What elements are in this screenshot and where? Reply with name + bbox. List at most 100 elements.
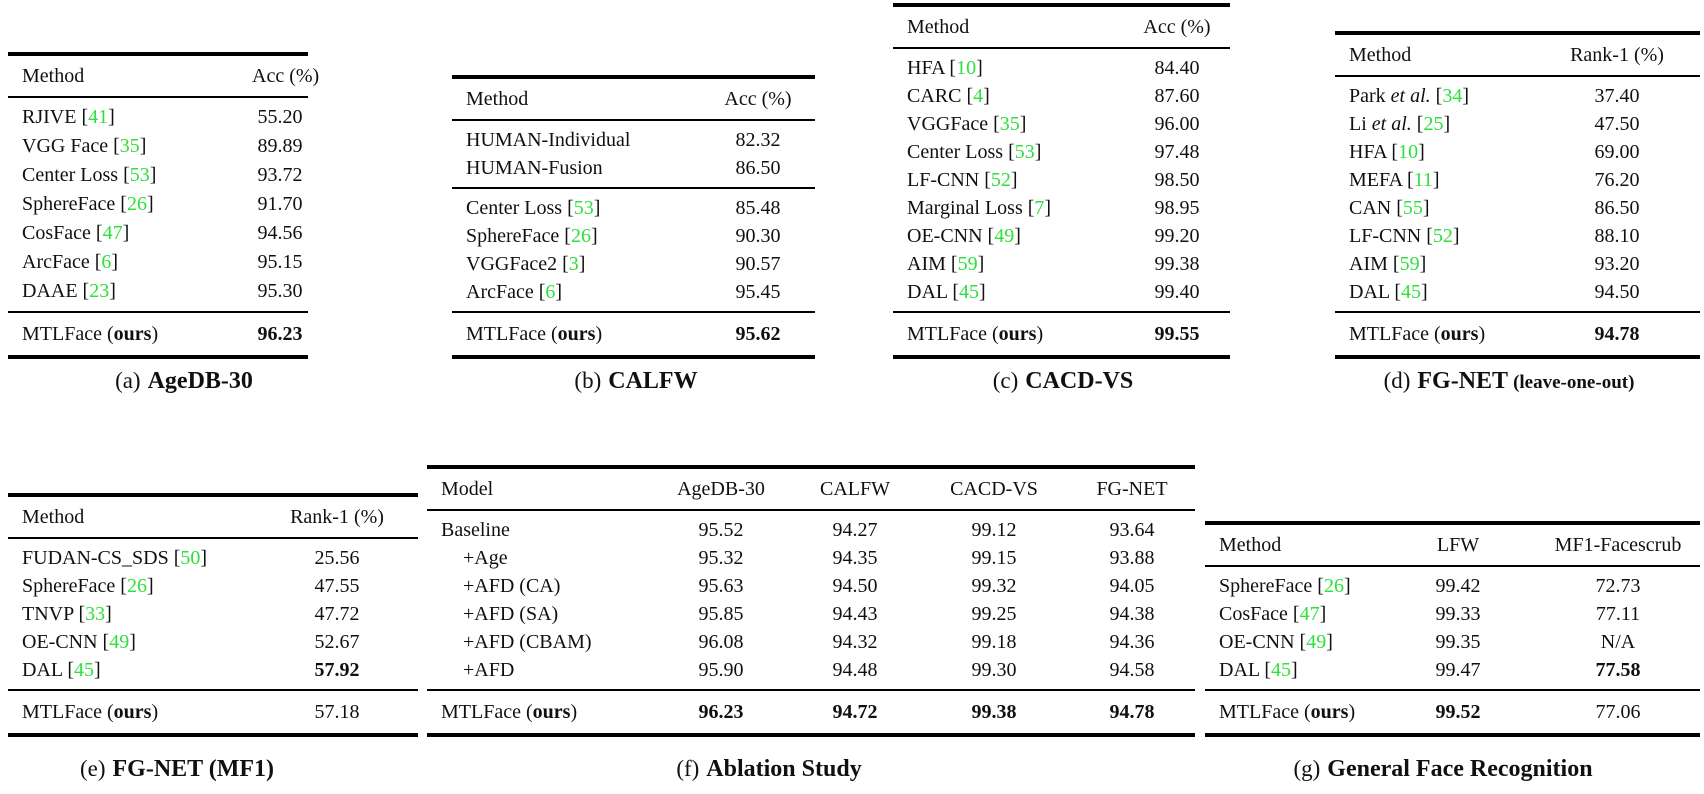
value-cell: 25.56	[314, 547, 360, 569]
method-cell: Center Loss [53]	[466, 197, 601, 219]
header-value-col: LFW	[1436, 534, 1480, 556]
citation-bracket: ]	[593, 197, 601, 219]
citation-bracket: [	[1391, 141, 1399, 163]
method-cell: VGGFace [35]	[907, 113, 1027, 135]
value-cell: 94.78	[1594, 323, 1640, 345]
citation-number: 6	[101, 251, 112, 273]
method-cell-ours: MTLFace (ours)	[22, 323, 159, 345]
citation-number: 53	[129, 164, 150, 186]
method-cell: +AFD (CBAM)	[463, 631, 592, 653]
ours-row: MTLFace (ours) 99.55	[893, 313, 1230, 355]
citation-bracket: ]	[1343, 575, 1351, 597]
value-cell: 99.47	[1435, 659, 1481, 681]
value-cell: 95.85	[698, 603, 744, 625]
method-cell: AIM [59]	[907, 253, 985, 275]
citation-bracket: ]	[1421, 281, 1428, 303]
caption-index: (a)	[115, 368, 141, 393]
citation-number: 26	[126, 575, 147, 597]
value-cell: 90.30	[735, 225, 781, 247]
table-row: Li et al. [25] 47.50	[1335, 110, 1700, 138]
method-cell-ours: MTLFace (ours)	[1219, 701, 1356, 723]
caption-index: (d)	[1383, 368, 1411, 393]
table-row: DAL [45] 99.40	[893, 278, 1230, 306]
method-cell: DAL [45]	[22, 659, 101, 681]
table-top-rule	[8, 493, 418, 497]
citation-number: 49	[994, 225, 1015, 247]
table-bottom-rule	[452, 355, 815, 359]
citation-number: 10	[956, 57, 977, 79]
caption-title: Ablation Study	[706, 756, 862, 782]
method-cell: CARC [4]	[907, 85, 990, 107]
method-cell: CosFace [47]	[22, 222, 130, 244]
citation-number: 7	[1034, 197, 1045, 219]
caption-title: CALFW	[608, 368, 698, 394]
value-cell: 95.63	[698, 575, 744, 597]
table-row: MEFA [11] 76.20	[1335, 166, 1700, 194]
caption-title: General Face Recognition	[1327, 756, 1593, 782]
method-cell: RJIVE [41]	[22, 106, 115, 128]
citation-bracket: [	[173, 547, 181, 569]
table-row-group: SphereFace [26] 99.42 72.73 CosFace [47] 99.…	[1205, 567, 1700, 689]
method-cell: Center Loss [53]	[907, 141, 1042, 163]
method-cell: DAL [45]	[1349, 281, 1428, 303]
header-rule	[427, 509, 1195, 511]
table-row: Park et al. [34] 37.40	[1335, 82, 1700, 110]
value-cell: 94.36	[1109, 631, 1155, 653]
citation-bracket: ]	[1010, 169, 1018, 191]
method-cell: CAN [55]	[1349, 197, 1430, 219]
citation-bracket: [	[1426, 225, 1433, 247]
method-cell: DAL [45]	[1219, 659, 1298, 681]
citation-bracket: ]	[146, 193, 154, 215]
header-method-col: Method	[466, 88, 529, 110]
citation-bracket: [	[1396, 197, 1403, 219]
citation-bracket: ]	[139, 135, 147, 157]
citation-number: 53	[1014, 141, 1035, 163]
header-value-col: CALFW	[820, 478, 890, 500]
citation-number: 49	[109, 631, 130, 653]
citation-bracket: [	[102, 631, 110, 653]
value-cell: 99.25	[971, 603, 1017, 625]
method-cell: MEFA [11]	[1349, 169, 1440, 191]
table-row: Center Loss [53] 93.72	[8, 161, 308, 190]
value-cell: 94.27	[832, 519, 878, 541]
citation-bracket: ]	[111, 251, 119, 273]
table-row: +AFD (SA) 95.85 94.43 99.25 94.38	[427, 600, 1195, 628]
header-value-col: FG-NET	[1096, 478, 1168, 500]
citation-bracket: [	[952, 281, 960, 303]
header-value-col: Acc (%)	[1143, 16, 1211, 38]
table-row-group: HFA [10] 84.40 CARC [4] 87.60 VGGFace [35] 96…	[893, 49, 1230, 311]
table-bottom-rule	[427, 733, 1195, 737]
value-cell: 90.57	[735, 253, 781, 275]
citation-bracket: [	[1317, 575, 1324, 597]
table-agedb30: Method Acc (%) RJIVE [41] 55.20 VGG Face [35…	[8, 52, 319, 359]
value-cell: 94.56	[257, 222, 303, 244]
value-cell: 93.64	[1109, 519, 1155, 541]
value-cell: 77.11	[1595, 603, 1641, 625]
caption-title: FG-NET	[1417, 368, 1509, 394]
value-cell: 99.35	[1435, 631, 1481, 653]
value-cell: 87.60	[1154, 85, 1200, 107]
value-cell: 95.90	[698, 659, 744, 681]
value-cell: 95.62	[735, 323, 781, 345]
table-row: VGGFace2 [3] 90.57	[452, 250, 815, 278]
value-cell: 98.95	[1154, 197, 1200, 219]
table-row-group: Center Loss [53] 85.48 SphereFace [26] 90.3…	[452, 189, 815, 311]
table-row: HUMAN-Individual 82.32	[452, 126, 815, 154]
header-method-col: Method	[22, 65, 85, 87]
value-cell: 94.43	[832, 603, 878, 625]
citation-bracket: ]	[109, 280, 116, 302]
value-cell: 94.48	[832, 659, 878, 681]
value-cell: 99.32	[971, 575, 1017, 597]
method-cell: SphereFace [26]	[22, 193, 154, 215]
caption-index: (c)	[992, 368, 1019, 393]
citation-bracket: ]	[1326, 631, 1333, 653]
table-bottom-rule	[8, 733, 418, 737]
citation-bracket: [	[1392, 253, 1400, 275]
value-cell: 94.38	[1109, 603, 1155, 625]
citation-bracket: [	[562, 253, 569, 275]
et-al-italic: et al.	[1390, 85, 1431, 107]
method-cell: HUMAN-Fusion	[466, 157, 603, 179]
citation-bracket: ]	[976, 57, 983, 79]
caption-index: (e)	[79, 756, 106, 781]
citation-bracket: [	[984, 169, 991, 191]
